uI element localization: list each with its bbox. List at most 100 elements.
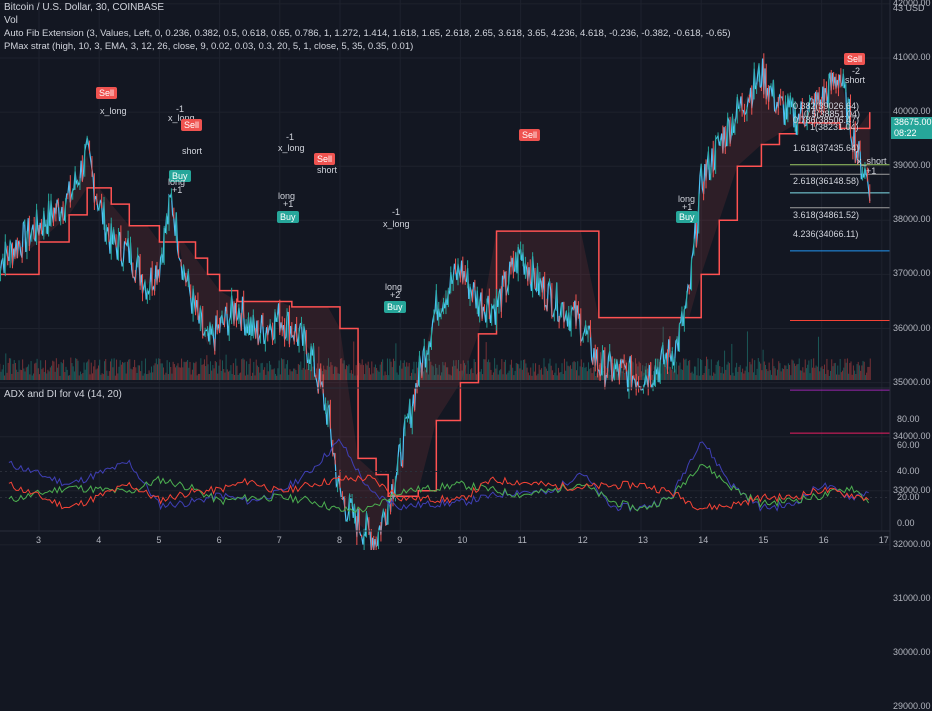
volume-bar <box>486 342 487 380</box>
volume-bar <box>282 359 283 380</box>
fib-label: 2.618(36148.58) <box>793 176 859 186</box>
volume-bar <box>835 363 836 380</box>
sell-signal: Sell <box>96 87 117 99</box>
volume-bar <box>191 374 192 380</box>
volume-bar <box>652 375 653 380</box>
volume-bar <box>416 362 417 380</box>
volume-bar <box>186 362 187 380</box>
volume-bar <box>19 360 20 380</box>
volume-bar <box>86 363 87 380</box>
volume-bar <box>163 367 164 380</box>
volume-bar <box>527 368 528 380</box>
volume-bar <box>417 368 418 380</box>
volume-bar <box>92 373 93 380</box>
volume-bar <box>171 374 172 380</box>
volume-bar <box>521 360 522 380</box>
volume-bar <box>543 358 544 380</box>
volume-bar <box>671 370 672 380</box>
volume-bar <box>537 374 538 380</box>
volume-bar <box>47 370 48 380</box>
chart-canvas[interactable] <box>0 0 932 550</box>
volume-bar <box>674 372 675 380</box>
volume-bar <box>376 368 377 380</box>
volume-bar <box>736 363 737 380</box>
volume-bar <box>824 365 825 380</box>
volume-bar <box>577 361 578 380</box>
volume-bar <box>175 367 176 380</box>
volume-bar <box>276 376 277 380</box>
volume-bar <box>206 355 207 380</box>
volume-bar <box>840 359 841 380</box>
volume-bar <box>291 371 292 380</box>
volume-bar <box>723 374 724 380</box>
volume-bar <box>397 373 398 380</box>
volume-bar <box>354 376 355 380</box>
volume-bar <box>848 374 849 380</box>
volume-bar <box>792 360 793 380</box>
volume-bar <box>118 367 119 380</box>
volume-bar <box>754 360 755 380</box>
volume-bar <box>533 363 534 380</box>
volume-bar <box>511 360 512 380</box>
time-tick: 7 <box>277 535 282 545</box>
volume-bar <box>737 372 738 380</box>
volume-bar <box>377 370 378 380</box>
volume-bar <box>474 359 475 380</box>
volume-bar <box>262 363 263 380</box>
time-tick: 16 <box>819 535 829 545</box>
volume-bar <box>173 362 174 380</box>
volume-bar <box>80 372 81 380</box>
volume-bar <box>299 365 300 380</box>
volume-bar <box>87 361 88 380</box>
volume-bar <box>492 375 493 380</box>
volume-bar <box>860 371 861 380</box>
volume-bar <box>795 366 796 380</box>
volume-bar <box>351 370 352 380</box>
volume-bar <box>471 368 472 380</box>
buy-signal: Buy <box>676 211 698 223</box>
volume-bar <box>757 369 758 380</box>
volume-bar <box>61 362 62 380</box>
time-tick: 11 <box>518 535 527 545</box>
volume-bar <box>140 371 141 380</box>
volume-bar <box>23 368 24 380</box>
volume-bar <box>716 365 717 380</box>
volume-bar <box>558 368 559 380</box>
volume-bar <box>108 376 109 380</box>
volume-bar <box>837 366 838 380</box>
volume-bar <box>220 360 221 380</box>
volume-bar <box>246 361 247 380</box>
volume-bar <box>677 374 678 380</box>
volume-bar <box>203 364 204 380</box>
volume-bar <box>500 369 501 380</box>
volume-bar <box>682 370 683 380</box>
volume-bar <box>828 370 829 380</box>
volume-bar <box>279 361 280 380</box>
volume-bar <box>112 367 113 380</box>
adx-tick: 40.00 <box>897 466 920 476</box>
adx-tick: 80.00 <box>897 414 920 424</box>
adx-line <box>9 439 869 511</box>
volume-bar <box>138 365 139 380</box>
volume-bar <box>94 360 95 380</box>
price-tick: 29000.00 <box>893 701 931 711</box>
volume-bar <box>488 360 489 380</box>
volume-bar <box>801 371 802 380</box>
signal-label: short <box>317 165 337 175</box>
volume-bar <box>382 359 383 380</box>
volume-bar <box>49 371 50 380</box>
volume-bar <box>793 361 794 380</box>
volume-bar <box>200 358 201 380</box>
volume-bar <box>62 363 63 380</box>
volume-bar <box>55 372 56 380</box>
volume-bar <box>37 359 38 380</box>
volume-bar <box>235 359 236 380</box>
volume-bar <box>3 365 4 380</box>
volume-bar <box>540 370 541 380</box>
volume-bar <box>694 366 695 380</box>
fib-label: 1(38231.04) <box>810 122 859 132</box>
volume-bar <box>70 358 71 380</box>
volume-bar <box>559 373 560 380</box>
volume-bar <box>121 365 122 380</box>
volume-bar <box>240 373 241 380</box>
